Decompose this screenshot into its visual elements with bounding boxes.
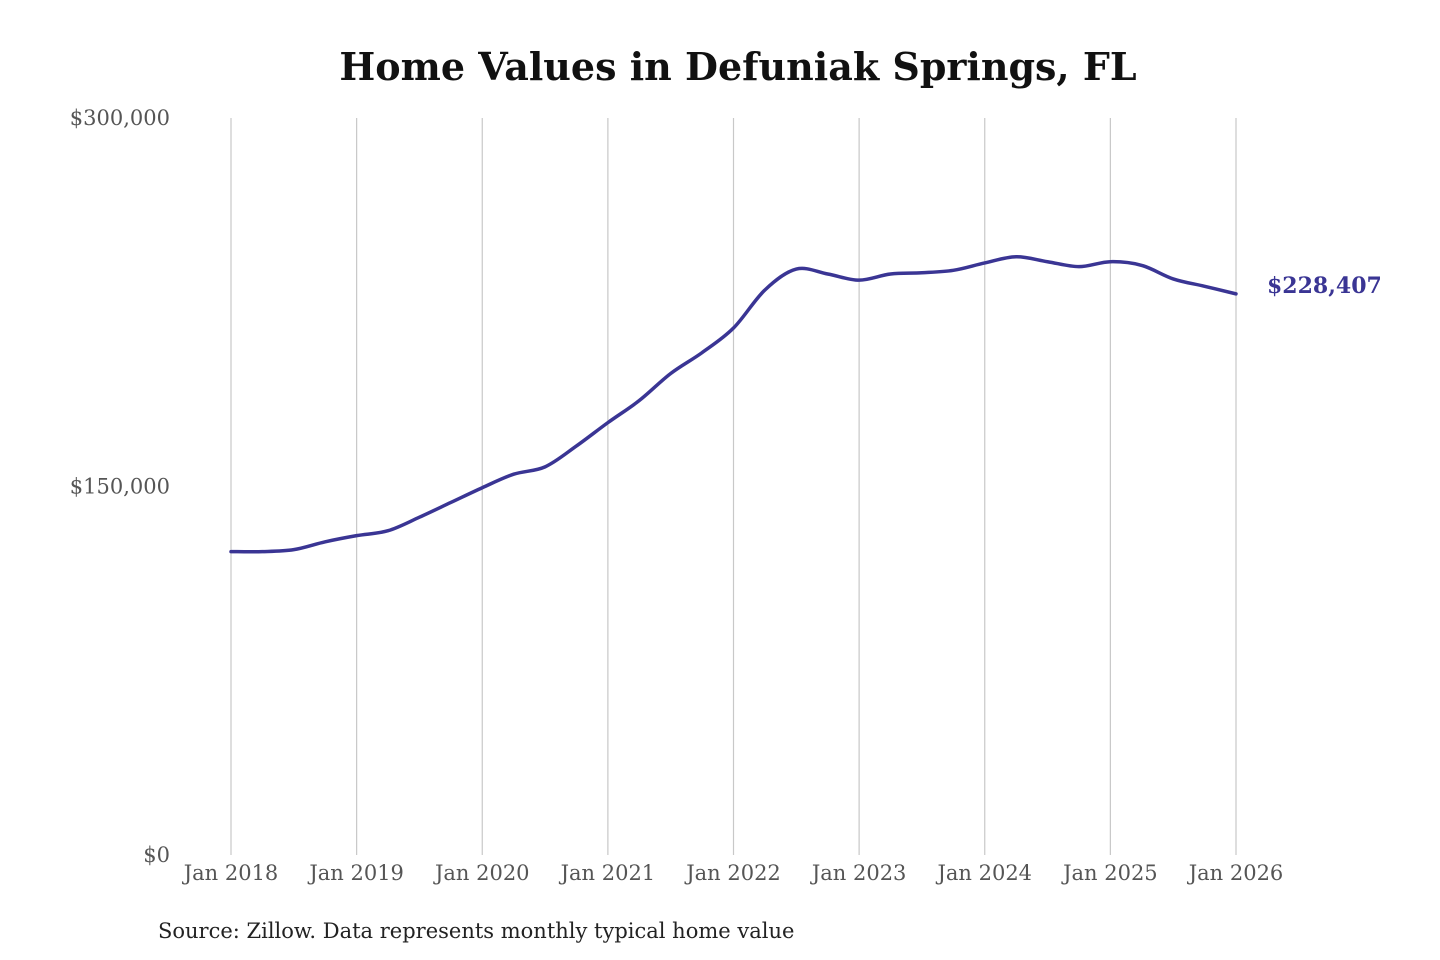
x-tick-label: Jan 2025 — [1061, 861, 1158, 885]
x-tick-label: Jan 2021 — [559, 861, 656, 885]
x-axis: Jan 2018 Jan 2019 Jan 2020 Jan 2021 Jan 2022… — [182, 861, 1284, 885]
end-value-label: $228,407 — [1267, 273, 1382, 299]
x-tick-label: Jan 2024 — [935, 861, 1032, 885]
y-tick-label: $300,000 — [70, 106, 170, 130]
x-tick-label: Jan 2018 — [182, 861, 279, 885]
grid-layer — [230, 118, 1237, 855]
x-tick-label: Jan 2026 — [1187, 861, 1284, 885]
y-tick-label: $0 — [143, 843, 170, 867]
x-tick-label: Jan 2023 — [810, 861, 907, 885]
y-axis: $0 $150,000 $300,000 — [70, 106, 170, 867]
x-tick-label: Jan 2022 — [684, 861, 781, 885]
chart-title: Home Values in Defuniak Springs, FL — [339, 44, 1136, 89]
series-line — [229, 255, 1238, 554]
x-tick-label: Jan 2020 — [433, 861, 530, 885]
y-tick-label: $150,000 — [70, 475, 170, 499]
series-layer: $228,407 — [229, 255, 1382, 554]
source-note: Source: Zillow. Data represents monthly … — [158, 919, 794, 943]
x-tick-label: Jan 2019 — [307, 861, 404, 885]
